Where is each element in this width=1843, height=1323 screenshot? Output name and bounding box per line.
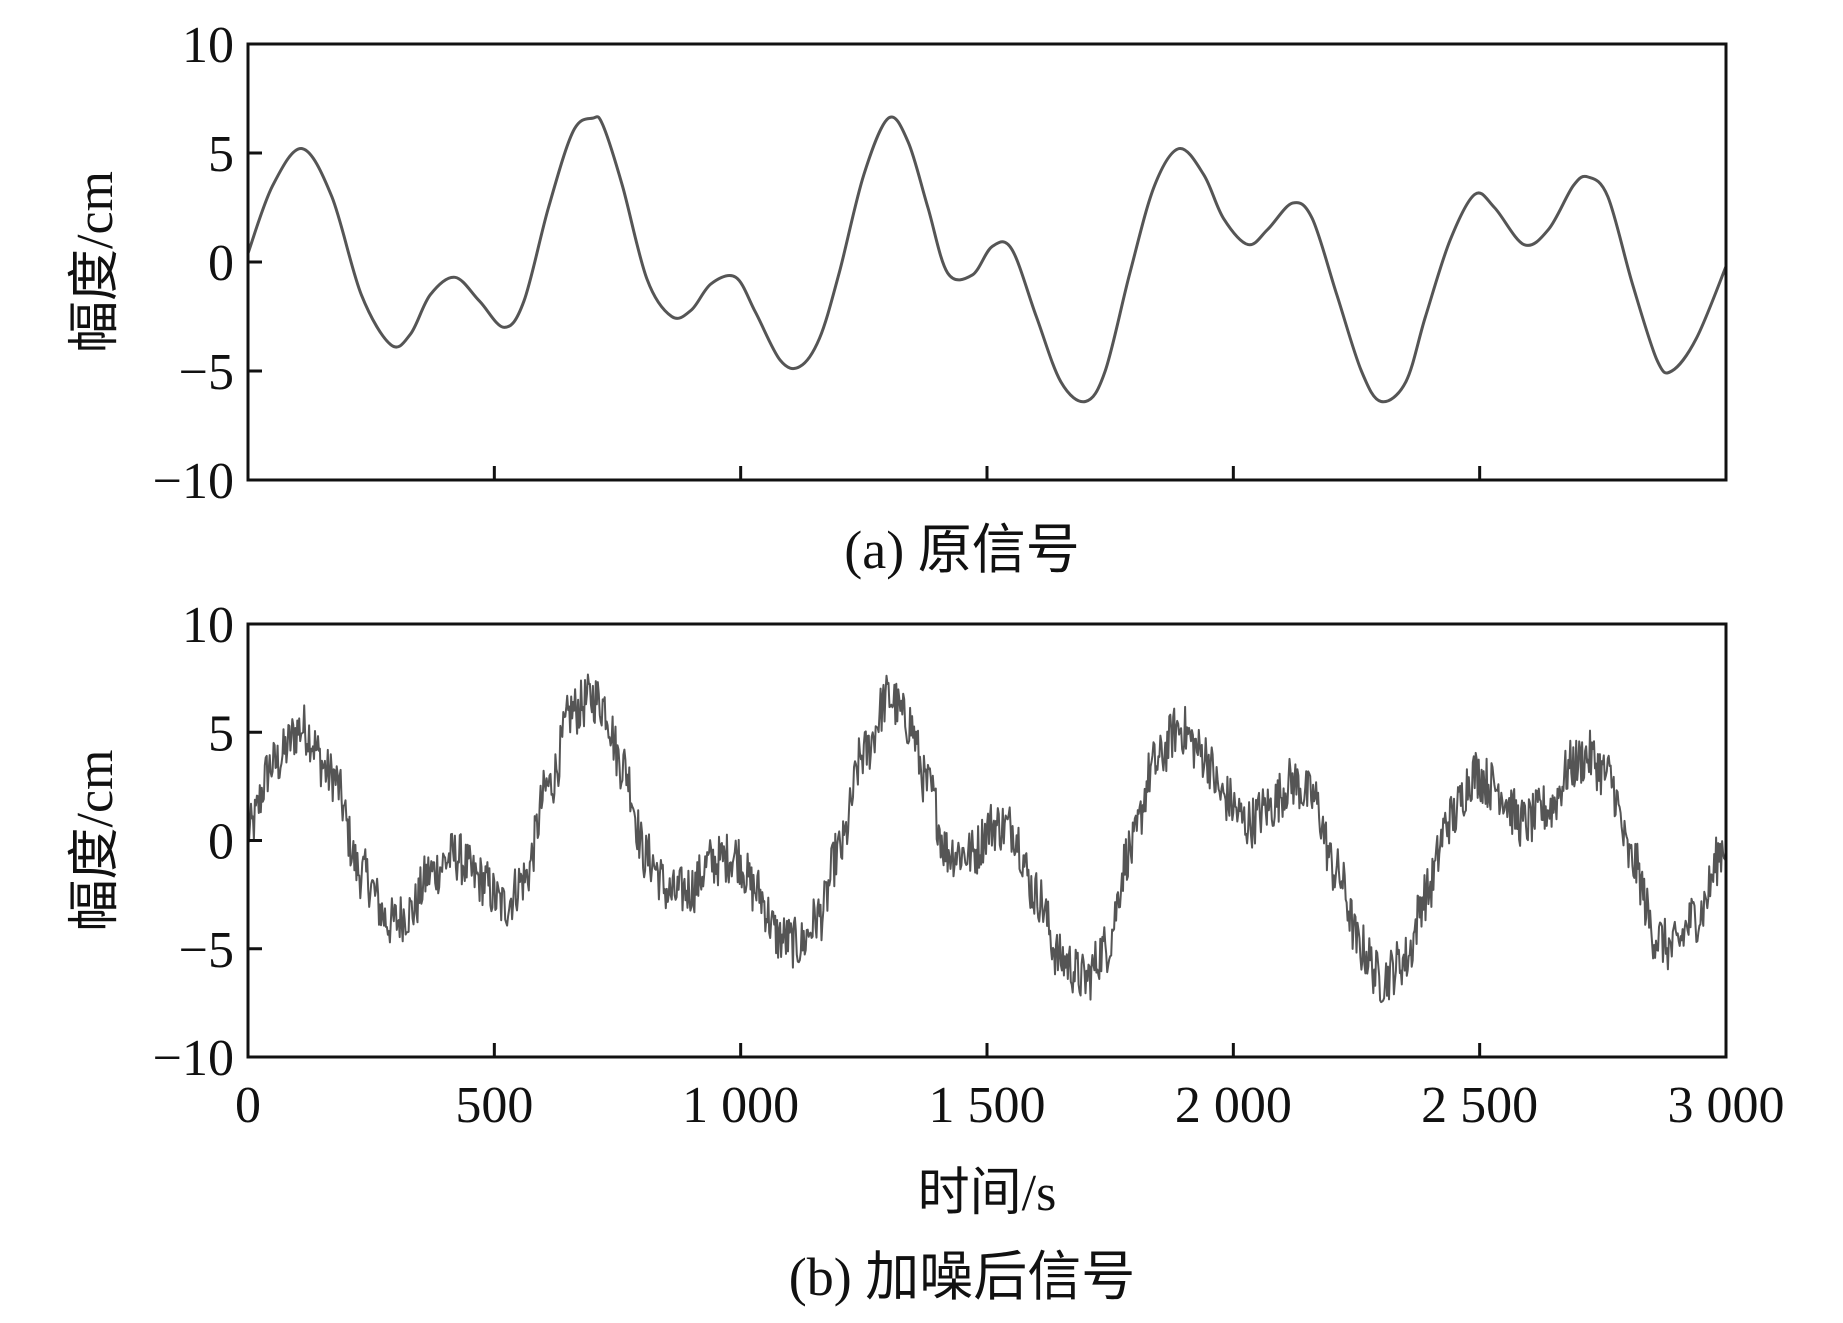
y-tick-label: −5 bbox=[179, 344, 234, 401]
signal-line bbox=[246, 115, 1728, 404]
x-tick-label: 2 500 bbox=[1421, 1077, 1538, 1134]
plot-frame bbox=[246, 42, 1728, 482]
y-tick-label: 0 bbox=[208, 814, 234, 871]
panel-caption: (a) 原信号 bbox=[844, 520, 1079, 580]
x-tick-label: 500 bbox=[455, 1077, 533, 1134]
y-tick-label: −10 bbox=[153, 1030, 234, 1087]
y-tick-label: 0 bbox=[208, 235, 234, 292]
x-tick-label: 1 000 bbox=[682, 1077, 799, 1134]
x-tick-label: 1 500 bbox=[929, 1077, 1046, 1134]
panel-original-signal: 10 5 0 −5 −10 幅度/cm (a) 原信号 bbox=[67, 17, 1728, 580]
noisy-signal-line bbox=[247, 673, 1727, 1004]
x-axis-label: 时间/s bbox=[918, 1165, 1057, 1222]
y-tick-label: 5 bbox=[208, 126, 234, 183]
x-tick-label: 0 bbox=[235, 1077, 261, 1134]
y-axis-label: 幅度/cm bbox=[67, 171, 124, 353]
y-axis-label: 幅度/cm bbox=[67, 750, 124, 932]
x-tick-label: 2 000 bbox=[1175, 1077, 1292, 1134]
y-tick-label: 10 bbox=[182, 597, 234, 654]
x-tick-label: 3 000 bbox=[1668, 1077, 1785, 1134]
panel-caption: (b) 加噪后信号 bbox=[789, 1247, 1135, 1307]
y-tick-label: −10 bbox=[153, 453, 234, 510]
y-tick-label: −5 bbox=[179, 922, 234, 979]
y-tick-label: 10 bbox=[182, 17, 234, 74]
y-tick-label: 5 bbox=[208, 705, 234, 762]
